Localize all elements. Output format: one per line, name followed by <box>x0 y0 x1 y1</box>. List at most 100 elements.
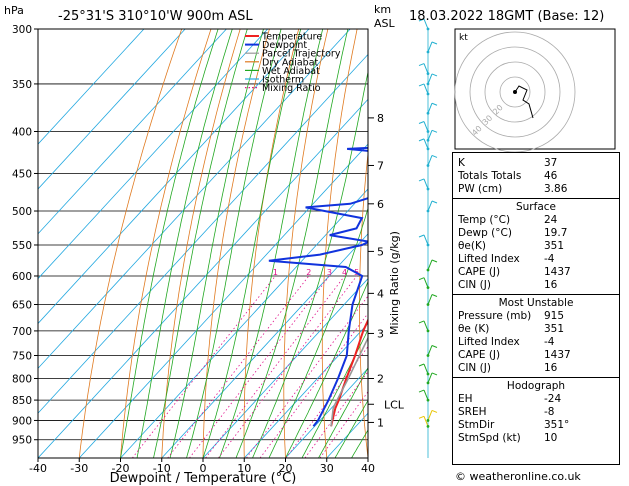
wind-barb-dot <box>426 72 430 75</box>
wind-barb-flag <box>431 409 438 413</box>
surface-heading: Surface <box>515 201 556 213</box>
wind-barb-dot <box>426 209 430 213</box>
km-tick-label: 5 <box>377 245 384 258</box>
legend-label: Dewpoint <box>262 40 307 51</box>
unstable-row: Pressure (mb) 915 <box>458 310 616 323</box>
wind-barb-dot <box>426 286 430 290</box>
y-tick-label: 850 <box>12 395 32 407</box>
y-tick-label: 350 <box>12 79 32 91</box>
surface-row-value: 351 <box>544 240 565 252</box>
wind-barb-flag <box>418 320 425 324</box>
wet-adiabat-line <box>235 29 349 458</box>
wind-barb <box>427 41 433 53</box>
wind-barb-flag <box>418 138 425 142</box>
wind-barb-flag <box>418 83 425 87</box>
mixing-ratio-label: 4 <box>342 268 347 277</box>
wind-barb <box>423 320 429 332</box>
wind-barb-dot <box>426 147 430 151</box>
hodograph-ring <box>484 61 546 123</box>
panel-separator <box>453 377 619 378</box>
unstable-row-label: CAPE (J) <box>458 349 501 361</box>
dry-adiabat-line <box>359 150 368 458</box>
wind-barb-dot <box>426 381 430 385</box>
wet-adiabat-line <box>153 29 248 458</box>
y-tick-label: 450 <box>12 168 32 180</box>
wind-barb <box>423 416 429 427</box>
wet-adiabat-line <box>252 69 368 458</box>
unstable-row-value: 16 <box>544 362 558 374</box>
mixing-ratio-label: 15 <box>415 268 425 277</box>
mixing-ratio-line <box>167 275 310 458</box>
wind-barb-flag <box>431 129 438 133</box>
x-tick-label: 10 <box>237 462 251 475</box>
isotherm-line <box>38 53 368 414</box>
panel-separator <box>453 198 619 199</box>
unstable-row-label: Pressure (mb) <box>458 310 532 322</box>
asl-unit: ASL <box>374 17 396 30</box>
surface-row-value: 1437 <box>544 266 571 278</box>
hodograph-row: EH -24 <box>458 393 616 406</box>
temperature-profile <box>330 317 368 427</box>
wind-barb-dot <box>426 164 430 167</box>
wind-barb-dot <box>426 187 430 191</box>
hodograph-trace <box>514 85 534 119</box>
km-tick-label: LCL <box>384 398 405 411</box>
isotherm-line <box>38 29 310 325</box>
wind-barb-flag <box>431 372 438 376</box>
unstable-row-label: CIN (J) <box>458 362 491 374</box>
isotherm-line <box>38 98 368 458</box>
index-row: PW (cm) 3.86 <box>458 183 616 196</box>
wind-barb-flag <box>431 345 438 348</box>
wind-barb <box>423 277 429 288</box>
legend-label: Mixing Ratio <box>262 83 321 94</box>
surface-row: Lifted Index -4 <box>458 253 616 266</box>
isotherm-line <box>243 322 368 458</box>
hodograph-row: SREH -8 <box>458 406 616 419</box>
dry-adiabat-line <box>243 29 300 458</box>
surface-row-label: CAPE (J) <box>458 266 501 278</box>
wind-barb-flag <box>431 73 438 77</box>
wet-adiabat-line <box>136 29 233 458</box>
indices-panel: K 37 Totals Totals 46 PW (cm) 3.86 Surface Temp… <box>452 152 620 465</box>
dry-adiabat-line <box>620 29 629 458</box>
surface-row-label: CIN (J) <box>458 279 491 291</box>
unstable-row: θe (K) 351 <box>458 323 616 336</box>
unstable-row-value: 1437 <box>544 349 571 361</box>
wind-barb <box>427 410 433 421</box>
surface-row: Temp (°C) 24 <box>458 214 616 227</box>
wind-barb <box>423 234 429 246</box>
wet-adiabat-line <box>334 399 368 458</box>
wind-barb <box>427 200 433 212</box>
wind-barb-flag <box>418 18 425 22</box>
isotherm-line <box>285 367 368 458</box>
dewpoint-profile <box>268 146 368 427</box>
index-row-value: 37 <box>544 157 558 169</box>
mixing-ratio-line <box>189 275 330 458</box>
wind-barb <box>427 155 433 166</box>
wind-barb-flag <box>431 41 438 45</box>
wind-barb <box>423 18 429 30</box>
hodograph-frame <box>454 28 616 150</box>
y-tick-label: 800 <box>12 373 32 385</box>
y-tick-label: 300 <box>12 24 32 36</box>
x-tick-label: 0 <box>200 462 207 475</box>
wind-barb <box>427 130 433 141</box>
hodograph-row-label: EH <box>458 393 473 405</box>
wind-barb-dot <box>426 424 430 428</box>
wind-barb-flag <box>431 102 438 106</box>
mixing-ratio-label: 20 <box>433 268 443 277</box>
wind-barb-dot <box>426 243 430 247</box>
legend-label: Parcel Trajectory <box>262 49 341 60</box>
wind-barb-dot <box>426 82 430 86</box>
dry-adiabat-line <box>161 29 241 458</box>
km-tick-label: 2 <box>377 372 384 385</box>
dry-adiabat-line <box>78 29 183 458</box>
wind-barb-dot <box>426 354 430 357</box>
unstable-row: CAPE (J) 1437 <box>458 349 616 362</box>
hodograph-ring <box>469 46 561 138</box>
unstable-row-value: 351 <box>544 323 565 335</box>
wind-barb-flag <box>418 63 425 67</box>
surface-row: θe(K) 351 <box>458 240 616 253</box>
index-row: K 37 <box>458 157 616 170</box>
